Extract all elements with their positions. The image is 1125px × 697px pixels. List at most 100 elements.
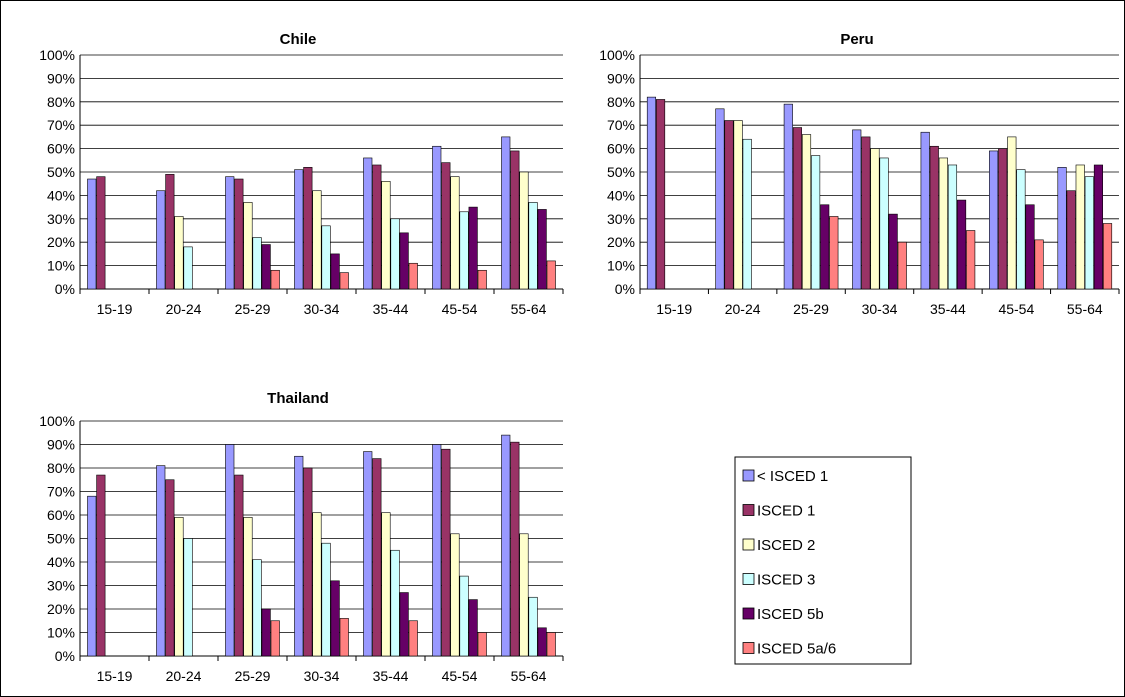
- y-tick-label: 10%: [47, 625, 75, 641]
- bar-isced-5a-6: [966, 230, 976, 290]
- bar-isced-1: [372, 458, 382, 657]
- y-tick-label: 80%: [47, 460, 75, 476]
- bar-isced-5a-6: [1102, 223, 1113, 290]
- bar-isced-5b: [957, 199, 967, 290]
- y-tick-label: 20%: [47, 601, 75, 617]
- bar-isced-3: [528, 202, 538, 290]
- bar-isced-3: [252, 559, 262, 657]
- bar-isced-1: [87, 495, 97, 657]
- x-tick-label: 25-29: [235, 668, 271, 684]
- bar-isced-1: [441, 448, 451, 657]
- bar-isced-5a-6: [546, 260, 556, 290]
- bar-isced-3: [1084, 176, 1094, 290]
- bar-isced-1: [783, 103, 793, 290]
- bar-isced-5a-6: [477, 269, 487, 290]
- bar-isced-1: [294, 455, 304, 657]
- bar-isced-1: [715, 108, 725, 290]
- x-tick-label: 15-19: [656, 301, 692, 317]
- bar-isced-1: [1066, 190, 1076, 290]
- x-tick-label: 35-44: [373, 301, 409, 317]
- x-tick-label: 25-29: [793, 301, 829, 317]
- y-tick-label: 30%: [47, 211, 75, 227]
- bar-isced-3: [183, 246, 193, 290]
- bar-isced-1: [861, 136, 871, 290]
- legend: < ISCED 1 ISCED 1 ISCED 2 ISCED 3 ISCED 5b IS…: [734, 456, 912, 665]
- bar-isced-5b: [330, 580, 340, 657]
- chart-title: Chile: [280, 31, 317, 48]
- bar-isced-1: [432, 444, 442, 657]
- legend-swatch: [742, 504, 755, 516]
- bar-isced-5a-6: [546, 632, 556, 657]
- bar-isced-3: [390, 549, 400, 657]
- bar-isced-5a-6: [477, 632, 487, 657]
- bar-isced-1: [225, 176, 235, 290]
- y-tick-label: 60%: [607, 141, 635, 157]
- bar-isced-1: [432, 145, 442, 290]
- bar-isced-5b: [1093, 164, 1103, 290]
- chart-thailand: Thailand 0% 10% 20% 30% 40% 50% 60% 70% 80% 90% 10…: [39, 390, 564, 684]
- bar-isced-1: [510, 150, 520, 290]
- bar-isced-3: [321, 542, 331, 657]
- bar-isced-2: [1007, 136, 1017, 290]
- x-tick-label: 15-19: [97, 301, 133, 317]
- y-tick-label: 10%: [47, 258, 75, 274]
- bar-isced-5b: [261, 608, 271, 657]
- bar-isced-2: [312, 190, 322, 290]
- legend-label: ISCED 2: [757, 537, 815, 554]
- bar-isced-1: [96, 176, 106, 290]
- x-tick-label: 25-29: [235, 301, 271, 317]
- bar-isced-3: [459, 211, 469, 290]
- bar-isced-3: [1016, 169, 1026, 290]
- bar-isced-5a-6: [270, 620, 280, 657]
- bar-isced-5a-6: [829, 216, 839, 290]
- chart-title: Peru: [840, 31, 873, 48]
- bar-isced-3: [252, 237, 262, 290]
- y-tick-label: 60%: [47, 141, 75, 157]
- y-tick-label: 70%: [607, 117, 635, 133]
- y-tick-label: 50%: [47, 164, 75, 180]
- bar-isced-3: [321, 225, 331, 290]
- chart-peru: Peru 0% 10% 20% 30% 40% 50% 60% 70% 80% 90% 100% 15…: [599, 31, 1120, 317]
- bar-isced-1: [724, 120, 734, 290]
- bar-isced-3: [390, 218, 400, 290]
- legend-swatch: [742, 607, 755, 620]
- bar-isced-2: [312, 512, 322, 657]
- bar-isced-1: [303, 467, 313, 657]
- bar-isced-1: [363, 157, 373, 290]
- bar-isced-1: [792, 127, 802, 290]
- bar-isced-1: [165, 174, 175, 290]
- chart-chile: Chile 0% 10% 20% 30% 40% 50% 60% 70% 80% 90% 100% 1…: [39, 31, 564, 317]
- bar-isced-1: [234, 178, 244, 290]
- x-tick-label: 35-44: [930, 301, 966, 317]
- bar-isced-2: [1075, 164, 1085, 290]
- bar-isced-1: [920, 131, 930, 290]
- bar-isced-2: [733, 120, 743, 290]
- bar-isced-5a-6: [270, 269, 280, 290]
- bar-isced-3: [528, 596, 538, 657]
- bar-isced-5a-6: [339, 618, 349, 657]
- bar-isced-1: [929, 145, 939, 290]
- bar-isced-2: [243, 202, 253, 290]
- bar-isced-3: [811, 155, 821, 290]
- bar-isced-1: [225, 444, 235, 657]
- y-tick-label: 70%: [47, 484, 75, 500]
- bar-isced-3: [183, 538, 193, 657]
- y-tick-label: 20%: [607, 234, 635, 250]
- bar-isced-1: [501, 434, 511, 657]
- x-tick-label: 20-24: [166, 301, 202, 317]
- y-tick-label: 100%: [599, 47, 635, 63]
- y-tick-label: 0%: [615, 281, 635, 297]
- y-tick-label: 10%: [607, 258, 635, 274]
- bar-isced-2: [381, 181, 391, 290]
- legend-swatch: [742, 538, 755, 551]
- y-tick-label: 30%: [607, 211, 635, 227]
- bar-isced-5b: [468, 206, 478, 290]
- bar-isced-2: [450, 176, 460, 290]
- x-tick-label: 15-19: [97, 668, 133, 684]
- x-tick-label: 30-34: [304, 301, 340, 317]
- bar-isced-2: [174, 216, 184, 290]
- bar-isced-1: [501, 136, 511, 290]
- legend-label: ISCED 5a/6: [757, 641, 836, 658]
- y-tick-label: 40%: [47, 187, 75, 203]
- y-tick-label: 100%: [39, 47, 75, 63]
